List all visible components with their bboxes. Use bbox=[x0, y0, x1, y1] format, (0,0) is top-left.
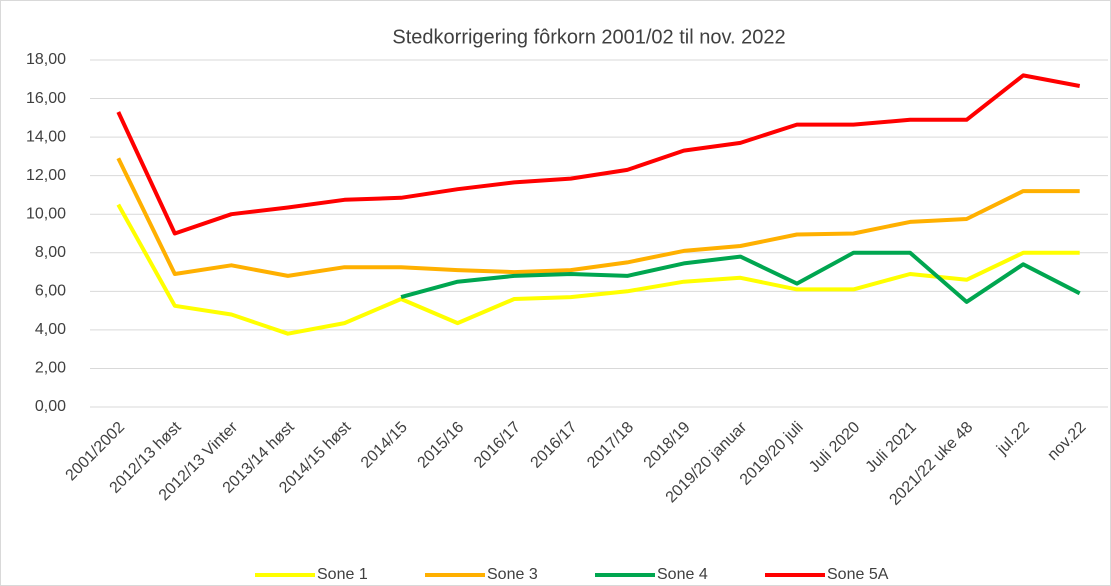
y-tick-label: 8,00 bbox=[35, 244, 66, 261]
chart-title: Stedkorrigering fôrkorn 2001/02 til nov.… bbox=[392, 26, 785, 48]
y-tick-label: 6,00 bbox=[35, 283, 66, 300]
series-line bbox=[116, 73, 1081, 236]
series-line bbox=[400, 250, 1081, 304]
y-tick-label: 0,00 bbox=[35, 398, 66, 415]
y-tick-label: 18,00 bbox=[26, 51, 66, 68]
y-tick-label: 12,00 bbox=[26, 167, 66, 184]
series-line bbox=[116, 157, 1080, 278]
series-line bbox=[116, 203, 1080, 336]
legend-label: Sone 5A bbox=[827, 566, 889, 583]
y-tick-label: 16,00 bbox=[26, 90, 66, 107]
y-tick-label: 14,00 bbox=[26, 128, 66, 145]
y-tick-label: 2,00 bbox=[35, 360, 66, 377]
legend-label: Sone 4 bbox=[657, 566, 708, 583]
y-tick-label: 4,00 bbox=[35, 321, 66, 338]
y-tick-label: 10,00 bbox=[26, 205, 66, 222]
legend-label: Sone 3 bbox=[487, 566, 538, 583]
legend-label: Sone 1 bbox=[317, 566, 368, 583]
